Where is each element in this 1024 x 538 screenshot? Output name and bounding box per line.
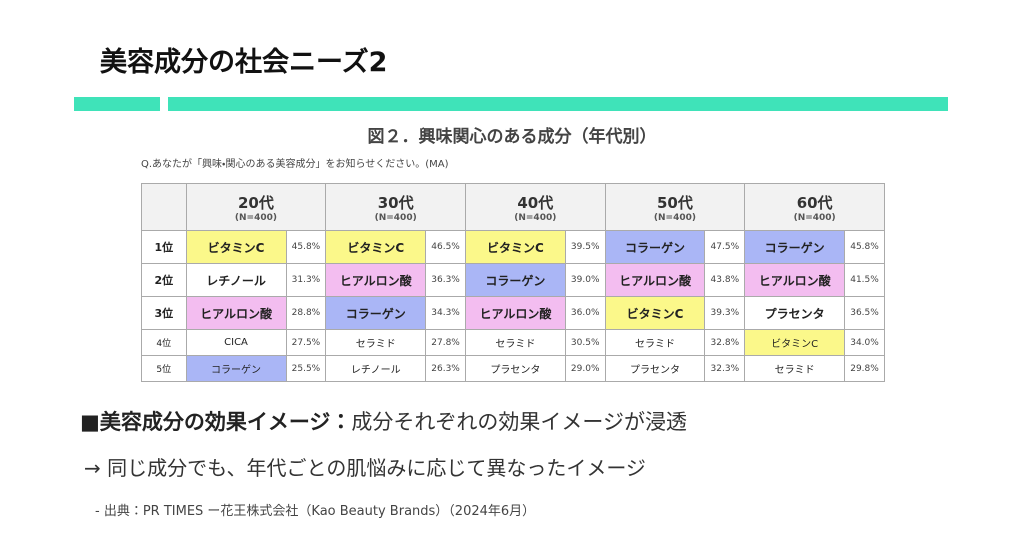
rank-row: 5位 コラーゲン 25.5% レチノール 26.3% プラセンタ 29.0% プラセンタ 32.… bbox=[141, 355, 885, 382]
rank-row: 1位 ビタミンC 45.8% ビタミンC 46.5% ビタミンC 39.5% コラーゲン 47.… bbox=[141, 230, 885, 264]
percentage: 30.5% bbox=[564, 329, 606, 356]
ranking-table: 20代 (N=400) 30代 (N=400) 40代 (N=400) 50代 (N=400)… bbox=[141, 183, 885, 382]
ingredient: ビタミンC bbox=[325, 230, 427, 264]
percentage: 29.0% bbox=[564, 355, 606, 382]
rank-row: 4位 CICA 27.5% セラミド 27.8% セラミド 30.5% セラミド 32.8% ビタ… bbox=[141, 329, 885, 356]
percentage: 43.8% bbox=[704, 263, 746, 297]
ingredient: コラーゲン bbox=[464, 263, 566, 297]
percentage: 34.3% bbox=[425, 296, 466, 330]
ingredient: セラミド bbox=[325, 329, 427, 356]
column-n: (N=400) bbox=[374, 212, 417, 223]
column-header: 50代 (N=400) bbox=[604, 183, 746, 231]
percentage: 31.3% bbox=[285, 263, 327, 297]
ingredient: ヒアルロン酸 bbox=[464, 296, 566, 330]
ingredient: ヒアルロン酸 bbox=[325, 263, 427, 297]
ingredient: ヒアルロン酸 bbox=[185, 296, 287, 330]
ingredient: プラセンタ bbox=[744, 296, 846, 330]
ingredient: ビタミンC bbox=[185, 230, 287, 264]
rank-row: 2位 レチノール 31.3% ヒアルロン酸 36.3% コラーゲン 39.0% ヒアルロン酸 4… bbox=[141, 263, 885, 297]
ingredient: レチノール bbox=[325, 355, 427, 382]
rank-label: 1位 bbox=[141, 230, 187, 264]
source: - 出典：PR TIMES ー花王株式会社（Kao Beauty Brands）… bbox=[95, 504, 536, 519]
column-label: 50代 bbox=[657, 193, 693, 212]
percentage: 39.0% bbox=[564, 263, 606, 297]
rank-label: 3位 bbox=[141, 296, 187, 330]
percentage: 45.8% bbox=[285, 230, 327, 264]
note-line: ■美容成分の効果イメージ：成分それぞれの効果イメージが浸透 bbox=[80, 406, 687, 436]
column-label: 20代 bbox=[238, 193, 274, 212]
accent-bar bbox=[168, 97, 948, 111]
column-header: 20代 (N=400) bbox=[185, 183, 327, 231]
ingredient: ヒアルロン酸 bbox=[604, 263, 706, 297]
ingredient: ビタミンC bbox=[464, 230, 566, 264]
column-header: 30代 (N=400) bbox=[325, 183, 466, 231]
percentage: 36.3% bbox=[425, 263, 466, 297]
ingredient: セラミド bbox=[744, 355, 846, 382]
percentage: 27.5% bbox=[285, 329, 327, 356]
column-label: 30代 bbox=[377, 193, 414, 212]
header-row: 20代 (N=400) 30代 (N=400) 40代 (N=400) 50代 (N=400)… bbox=[141, 183, 885, 231]
ingredient: プラセンタ bbox=[464, 355, 566, 382]
rank-row: 3位 ヒアルロン酸 28.8% コラーゲン 34.3% ヒアルロン酸 36.0% ビタミンC 3… bbox=[141, 296, 885, 330]
column-n: (N=400) bbox=[653, 212, 696, 223]
note-heading: ■美容成分の効果イメージ： bbox=[80, 410, 352, 434]
ingredient: コラーゲン bbox=[185, 355, 287, 382]
percentage: 41.5% bbox=[844, 263, 885, 297]
column-label: 40代 bbox=[517, 193, 554, 212]
ingredient: セラミド bbox=[464, 329, 566, 356]
percentage: 46.5% bbox=[425, 230, 466, 264]
accent-bar bbox=[74, 97, 160, 111]
ingredient: セラミド bbox=[604, 329, 706, 356]
ingredient: レチノール bbox=[185, 263, 287, 297]
percentage: 39.3% bbox=[704, 296, 746, 330]
percentage: 36.0% bbox=[564, 296, 606, 330]
ingredient: コラーゲン bbox=[325, 296, 427, 330]
percentage: 25.5% bbox=[285, 355, 327, 382]
column-header: 40代 (N=400) bbox=[464, 183, 606, 231]
percentage: 32.8% bbox=[704, 329, 746, 356]
column-label: 60代 bbox=[796, 193, 833, 212]
column-n: (N=400) bbox=[234, 212, 277, 223]
percentage: 45.8% bbox=[844, 230, 885, 264]
rank-label: 2位 bbox=[141, 263, 187, 297]
ingredient: コラーゲン bbox=[604, 230, 706, 264]
percentage: 26.3% bbox=[425, 355, 466, 382]
percentage: 28.8% bbox=[285, 296, 327, 330]
corner-cell bbox=[141, 183, 187, 231]
ingredient: ビタミンC bbox=[604, 296, 706, 330]
ingredient: コラーゲン bbox=[744, 230, 846, 264]
percentage: 39.5% bbox=[564, 230, 606, 264]
percentage: 29.8% bbox=[844, 355, 885, 382]
ingredient: プラセンタ bbox=[604, 355, 706, 382]
question: Q.あなたが「興味・関心のある美容成分」をお知らせください。(MA) bbox=[141, 159, 449, 170]
note-text: 成分それぞれの効果イメージが浸透 bbox=[351, 410, 688, 434]
column-n: (N=400) bbox=[793, 212, 836, 223]
rank-label: 5位 bbox=[141, 355, 187, 382]
percentage: 36.5% bbox=[844, 296, 885, 330]
percentage: 32.3% bbox=[704, 355, 746, 382]
rank-label: 4位 bbox=[141, 329, 187, 356]
column-header: 60代 (N=400) bbox=[744, 183, 885, 231]
note-arrow: → 同じ成分でも、年代ごとの肌悩みに応じて異なったイメージ bbox=[84, 456, 646, 480]
figure-title: 図２．興味関心のある成分（年代別） bbox=[367, 127, 657, 147]
slide-title: 美容成分の社会ニーズ2 bbox=[100, 47, 388, 78]
ingredient: ヒアルロン酸 bbox=[744, 263, 846, 297]
percentage: 47.5% bbox=[704, 230, 746, 264]
ingredient: ビタミンC bbox=[744, 329, 846, 356]
ingredient: CICA bbox=[185, 329, 287, 356]
percentage: 34.0% bbox=[844, 329, 885, 356]
percentage: 27.8% bbox=[425, 329, 466, 356]
column-n: (N=400) bbox=[514, 212, 557, 223]
